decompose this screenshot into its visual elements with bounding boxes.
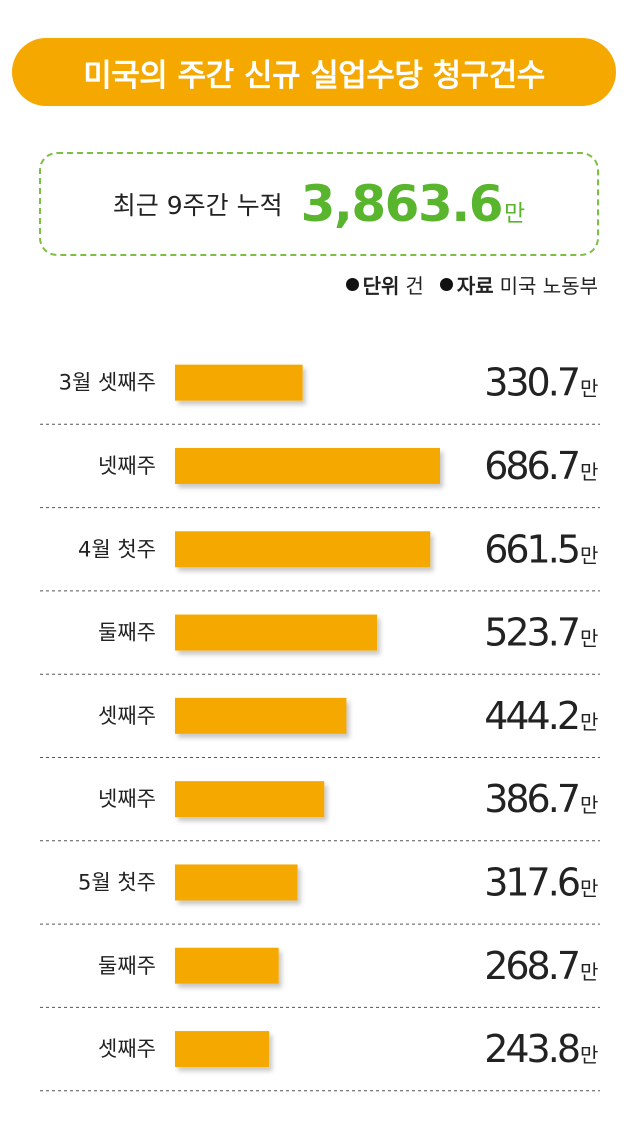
- value-label: 523.7: [484, 611, 578, 655]
- value-label: 268.7: [484, 944, 578, 988]
- category-label: 3월 셋째주: [59, 371, 156, 395]
- bullet-icon: [345, 278, 359, 291]
- unit-key: 단위: [362, 274, 400, 298]
- category-label: 셋째주: [98, 1037, 156, 1061]
- value-label: 686.7: [484, 444, 578, 488]
- source-key: 자료: [456, 274, 494, 298]
- value-label: 243.8: [484, 1027, 579, 1071]
- category-label: 5월 첫주: [78, 870, 156, 894]
- bar: [175, 364, 303, 401]
- title-banner: 미국의 주간 신규 실업수당 청구건수: [12, 38, 616, 106]
- value-label: 661.5: [484, 527, 578, 571]
- value-unit: 만: [580, 460, 598, 484]
- value-unit: 만: [580, 793, 598, 817]
- bar: [175, 864, 298, 901]
- value-label: 386.7: [484, 777, 578, 821]
- bar: [175, 1031, 270, 1068]
- value-unit: 만: [580, 377, 598, 401]
- category-label: 둘째주: [98, 621, 156, 645]
- value-label: 444.2: [484, 694, 578, 738]
- bar: [175, 614, 378, 651]
- summary-value: 3,863.6: [300, 175, 504, 233]
- source-value: 미국 노동부: [499, 274, 598, 298]
- value-unit: 만: [580, 876, 598, 900]
- category-label: 4월 첫주: [78, 537, 156, 561]
- summary-unit: 만: [504, 201, 526, 227]
- value-label: 317.6: [484, 860, 579, 904]
- bar: [175, 697, 347, 734]
- value-unit: 만: [580, 710, 598, 734]
- summary-label: 최근 9주간 누적: [112, 191, 283, 220]
- summary-box: 최근 9주간 누적 3,863.6 만: [39, 152, 599, 256]
- value-unit: 만: [580, 627, 598, 651]
- bar: [175, 947, 279, 984]
- source-note: 자료 미국 노동부: [439, 270, 598, 299]
- bar: [175, 447, 440, 484]
- category-label: 셋째주: [98, 704, 156, 728]
- value-unit: 만: [580, 1043, 598, 1067]
- bullet-icon: [439, 278, 453, 291]
- unit-note: 단위 건: [345, 270, 424, 299]
- unit-value: 건: [405, 274, 424, 298]
- value-label: 330.7: [484, 361, 578, 405]
- value-unit: 만: [580, 960, 598, 984]
- chart-title: 미국의 주간 신규 실업수당 청구건수: [83, 57, 545, 94]
- chart-meta: 단위 건 자료 미국 노동부: [345, 270, 598, 299]
- value-unit: 만: [580, 543, 598, 567]
- bar: [175, 531, 431, 568]
- bar: [175, 781, 325, 818]
- category-label: 넷째주: [98, 787, 156, 811]
- category-label: 넷째주: [98, 454, 156, 478]
- category-label: 둘째주: [98, 954, 156, 978]
